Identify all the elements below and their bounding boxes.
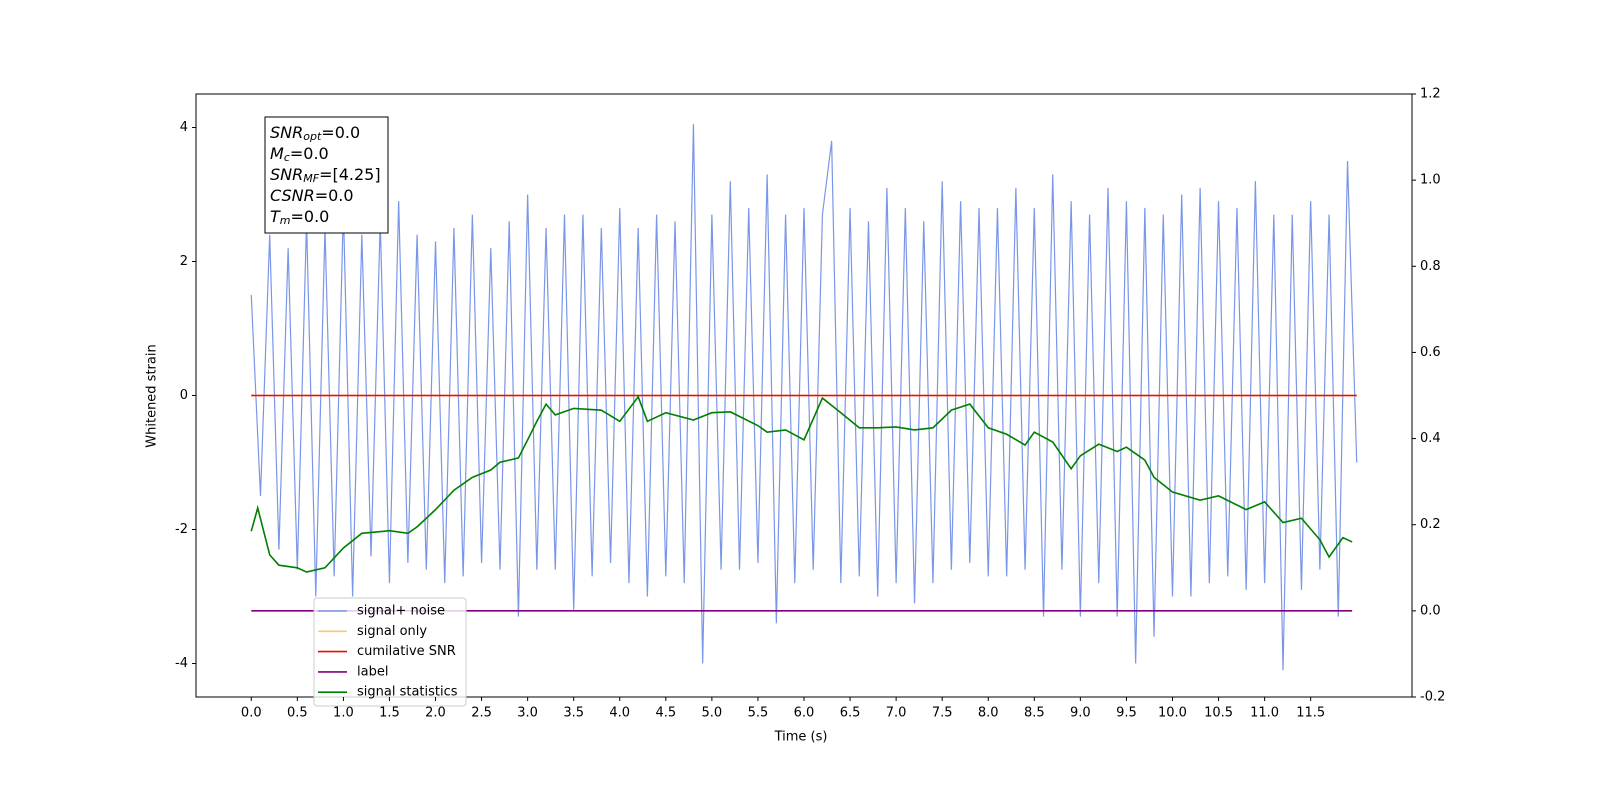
x-tick-label: 6.5 [840,706,861,721]
x-tick-label: 1.0 [333,706,354,721]
x-tick-label: 4.0 [609,706,630,721]
annotation-sub: m [280,214,291,227]
annotation-var: T [270,207,281,226]
y2-tick-label: 0.4 [1420,431,1441,446]
annotation-var: CSNR [270,186,315,205]
legend-frame [313,597,467,707]
x-tick-label: 10.5 [1204,706,1233,721]
y2-tick-label: 0.8 [1420,259,1441,274]
x-tick-label: 11.5 [1296,706,1325,721]
x-tick-label: 2.5 [471,706,492,721]
annotation-line: SNRMF=[4.25] [270,165,381,186]
y2-tick-label: -0.2 [1420,690,1445,705]
annotation-box: SNRopt=0.0Mc=0.0SNRMF=[4.25]CSNR=0.0Tm=0… [264,116,389,234]
x-tick-label: 8.0 [978,706,999,721]
x-tick-label: 7.5 [932,706,953,721]
annotation-value: =0.0 [321,123,360,142]
y2-tick-label: 1.0 [1420,173,1441,188]
x-tick-label: 3.0 [517,706,538,721]
annotation-value: =[4.25] [319,165,381,184]
annotation-value: =0.0 [290,144,329,163]
x-tick-label: 0.5 [287,706,308,721]
annotation-line: SNRopt=0.0 [270,123,360,144]
y-tick-label: 2 [180,254,188,269]
legend-label: label [357,664,388,679]
y-tick-label: 0 [180,388,188,403]
annotation-var: M [270,144,284,163]
annotation-frame [264,116,389,234]
x-tick-label: 8.5 [1024,706,1045,721]
series-line [250,124,1358,671]
legend: signal+ noise signal only cumilative SNR la… [313,597,467,707]
annotation-line: CSNR=0.0 [270,186,354,205]
y-tick-label: 4 [180,120,188,135]
x-tick-label: 0.0 [241,706,262,721]
annotation-var: SNR [270,165,303,184]
x-tick-label: 1.5 [379,706,400,721]
x-tick-label: 9.0 [1070,706,1091,721]
annotation-sub: c [284,151,290,164]
y2-tick-label: 0.2 [1420,517,1441,532]
y-axis-label: Whitened strain [145,344,160,447]
annotation-value: =0.0 [291,207,330,226]
annotation-var: SNR [270,123,303,142]
y-tick-label: -4 [175,656,188,671]
x-tick-label: 3.5 [563,706,584,721]
legend-label: signal only [357,624,427,639]
series-line [250,395,1353,573]
x-tick-label: 6.0 [794,706,815,721]
x-tick-label: 4.5 [655,706,676,721]
x-tick-label: 10.0 [1158,706,1187,721]
legend-label: signal+ noise [357,604,445,619]
x-tick-label: 11.0 [1250,706,1279,721]
y2-tick-label: 0.6 [1420,345,1441,360]
x-tick-label: 5.5 [748,706,769,721]
annotation-line: Mc=0.0 [270,144,329,165]
x-tick-label: 7.0 [886,706,907,721]
legend-label: cumilative SNR [357,644,456,659]
y2-tick-label: 0.0 [1420,603,1441,618]
x-axis-label: Time (s) [774,730,828,745]
annotation-line: Tm=0.0 [270,207,329,228]
legend-label: signal statistics [357,685,458,700]
x-tick-label: 5.0 [702,706,723,721]
y2-tick-label: 1.2 [1420,87,1441,102]
annotation-sub: MF [303,172,319,185]
x-tick-label: 9.5 [1116,706,1137,721]
annotation-sub: opt [303,130,322,143]
annotation-value: =0.0 [315,186,354,205]
x-tick-label: 2.0 [425,706,446,721]
plot-area [250,124,1358,671]
y-tick-label: -2 [175,522,188,537]
